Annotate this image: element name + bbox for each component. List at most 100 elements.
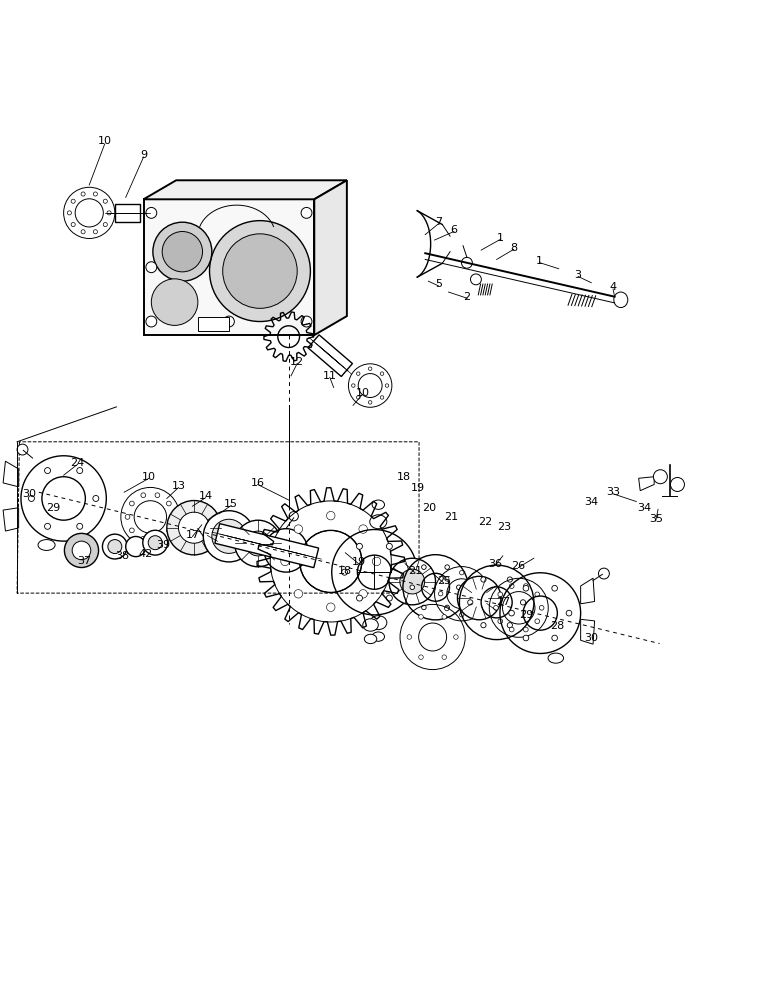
Circle shape [474,606,479,611]
Text: 37: 37 [77,556,91,566]
Polygon shape [144,180,347,199]
Polygon shape [215,524,319,568]
Circle shape [81,230,85,234]
Circle shape [171,515,175,519]
Circle shape [454,635,458,639]
Text: 26: 26 [511,561,525,571]
Circle shape [670,477,684,491]
Text: 21: 21 [408,566,422,576]
Circle shape [459,571,464,575]
Circle shape [457,576,501,620]
Text: 36: 36 [488,559,502,569]
Circle shape [341,569,348,575]
Circle shape [71,222,75,227]
Text: 5: 5 [435,279,442,289]
Circle shape [498,592,503,597]
Text: 35: 35 [649,514,663,524]
Circle shape [356,595,362,601]
Circle shape [459,613,464,617]
Circle shape [523,585,528,591]
Ellipse shape [614,292,628,308]
Text: 13: 13 [171,481,185,491]
Circle shape [294,590,303,598]
Polygon shape [308,335,352,376]
Text: 14: 14 [199,491,213,501]
Circle shape [386,543,393,549]
Circle shape [223,316,234,327]
Circle shape [419,655,423,659]
Circle shape [407,635,411,639]
Circle shape [103,199,107,203]
Text: 21: 21 [445,512,459,522]
Circle shape [246,531,271,556]
Circle shape [141,536,146,541]
Circle shape [386,595,393,601]
Circle shape [178,512,210,543]
Text: 29: 29 [46,503,60,513]
Text: 29: 29 [519,610,533,620]
Circle shape [223,234,297,308]
Text: 27: 27 [496,597,510,607]
Circle shape [389,558,435,605]
Text: 7: 7 [435,217,442,227]
Circle shape [359,525,367,533]
Circle shape [72,541,91,560]
Text: 30: 30 [584,633,598,643]
Circle shape [143,530,168,555]
Text: 42: 42 [139,549,153,559]
Circle shape [468,600,473,605]
Text: 16: 16 [251,478,265,488]
Circle shape [327,511,335,520]
Text: 1: 1 [497,233,504,243]
Circle shape [155,493,160,498]
Text: 8: 8 [510,243,518,253]
Polygon shape [3,461,19,487]
Circle shape [438,592,443,596]
Text: 34: 34 [584,497,598,507]
Circle shape [44,523,50,529]
Polygon shape [144,199,314,335]
Circle shape [108,540,122,554]
Circle shape [598,568,609,579]
Text: 28: 28 [550,621,564,631]
Text: 24: 24 [71,458,85,468]
Circle shape [352,384,355,387]
Circle shape [552,585,557,591]
Circle shape [130,528,134,533]
Polygon shape [639,477,654,491]
Polygon shape [580,578,594,604]
Circle shape [301,316,312,327]
Circle shape [410,585,414,590]
Circle shape [380,372,384,375]
Polygon shape [3,508,19,531]
Circle shape [356,396,360,399]
Circle shape [162,232,203,272]
Circle shape [167,501,221,555]
Ellipse shape [372,632,385,641]
Text: 12: 12 [290,357,304,367]
Circle shape [445,577,449,581]
Circle shape [146,207,157,218]
Circle shape [380,396,384,399]
Circle shape [281,557,289,566]
Text: 33: 33 [606,487,620,497]
Circle shape [146,262,157,273]
FancyBboxPatch shape [198,317,229,331]
Circle shape [509,627,514,632]
Circle shape [445,605,449,610]
Circle shape [535,619,539,624]
Circle shape [125,515,130,519]
Text: 18: 18 [338,566,352,576]
Circle shape [77,468,83,474]
Circle shape [442,655,446,659]
Circle shape [103,222,107,227]
Polygon shape [314,180,347,335]
Circle shape [93,192,98,196]
Text: 19: 19 [352,557,365,567]
Circle shape [81,192,85,196]
Ellipse shape [369,616,386,630]
Text: 10: 10 [355,388,369,398]
Text: 20: 20 [422,503,436,513]
Text: 22: 22 [478,517,492,527]
Circle shape [385,384,389,387]
